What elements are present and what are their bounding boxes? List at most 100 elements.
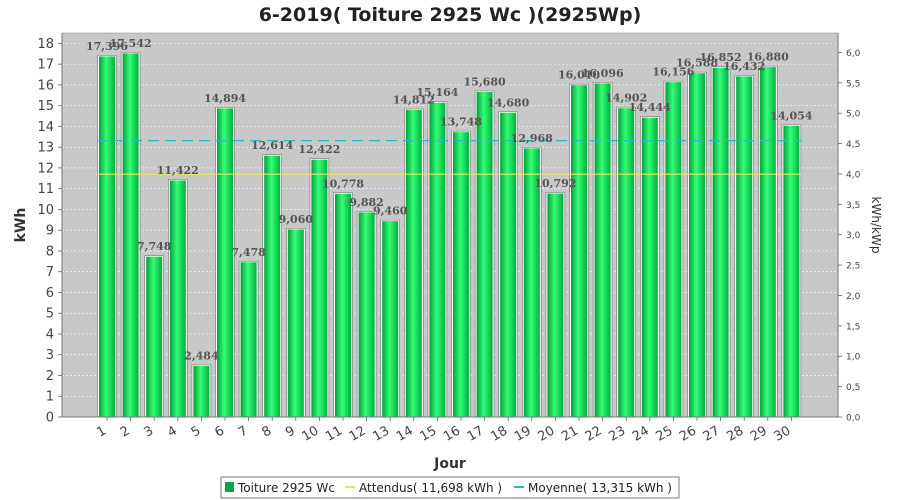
x-tick-label: 30 — [772, 423, 794, 444]
x-tick-label: 15 — [418, 423, 440, 444]
legend-label-moyenne: Moyenne( 13,315 kWh ) — [528, 481, 672, 495]
bar — [121, 52, 140, 418]
x-tick-label: 6 — [212, 423, 227, 440]
data-label: 9,882 — [349, 196, 383, 209]
y-tick-label: 16 — [37, 78, 54, 93]
y-tick-label: 7 — [46, 265, 54, 280]
data-label: 15,680 — [464, 76, 506, 89]
bar — [735, 75, 754, 418]
x-tick-label: 23 — [606, 423, 628, 444]
bar — [286, 228, 305, 418]
bar — [688, 72, 706, 418]
bar — [168, 179, 187, 418]
legend: Toiture 2925 Wc Attendus( 11,698 kWh ) M… — [220, 476, 680, 499]
bar — [145, 255, 164, 418]
chart-title: 6-2019( Toiture 2925 Wc )(2925Wp) — [259, 4, 642, 26]
y-tick-label: 2 — [46, 369, 54, 384]
x-tick-label: 13 — [370, 423, 392, 444]
data-label: 7,478 — [231, 246, 266, 259]
data-label: 12,422 — [298, 143, 340, 156]
bar — [428, 101, 447, 418]
bar — [640, 116, 659, 418]
bar — [310, 158, 329, 418]
data-label: 7,748 — [137, 240, 172, 253]
bar — [357, 211, 376, 418]
data-label: 12,968 — [511, 132, 553, 145]
legend-label-series: Toiture 2925 Wc — [237, 481, 335, 495]
bar — [381, 220, 400, 418]
x-tick-label: 18 — [488, 423, 510, 444]
y-tick-label: 17 — [37, 58, 54, 73]
y-tick-label: 14 — [37, 120, 54, 135]
data-label: 16,010 — [558, 69, 600, 82]
x-tick-label: 19 — [512, 423, 534, 444]
y2-tick-label: 3,0 — [846, 231, 861, 241]
y2-tick-label: 4,5 — [846, 140, 860, 150]
data-label: 10,778 — [322, 177, 364, 190]
x-axis: 1 2 3 4 5 6 7 8 9 10 11 12 13 14 15 16 17 18 19 20 21 22 23 24 2… — [62, 416, 838, 445]
data-label: 10,792 — [534, 177, 576, 190]
y-tick-label: 4 — [46, 327, 54, 342]
y-tick-label: 0 — [46, 411, 54, 426]
y2-tick-label: 3,5 — [846, 201, 860, 211]
x-tick-label: 7 — [236, 423, 251, 440]
data-label: 16,880 — [747, 51, 789, 64]
y-tick-label: 10 — [37, 203, 54, 218]
x-tick-label: 3 — [142, 423, 157, 440]
data-label: 13,748 — [440, 116, 482, 129]
bar — [239, 261, 258, 418]
data-label: 16,588 — [676, 57, 718, 70]
x-tick-label: 22 — [583, 423, 605, 444]
data-label: 9,060 — [279, 213, 314, 226]
y-tick-label: 3 — [46, 348, 54, 363]
x-tick-label: 27 — [701, 423, 723, 444]
x-tick-label: 29 — [748, 423, 770, 444]
y2-tick-label: 1,0 — [846, 353, 861, 363]
y-tick-label: 6 — [46, 286, 54, 301]
x-axis-title: Jour — [433, 456, 466, 472]
x-tick-label: 24 — [630, 423, 652, 444]
y-tick-label: 9 — [46, 224, 54, 239]
data-label: 14,444 — [629, 101, 671, 114]
x-tick-label: 9 — [283, 423, 298, 440]
y2-axis-title: kWh/kWp — [869, 197, 883, 254]
data-label: 14,054 — [770, 109, 812, 122]
data-label: 14,902 — [605, 92, 647, 105]
y-tick-label: 12 — [37, 161, 54, 176]
x-tick-label: 28 — [724, 423, 746, 444]
data-label: 16,096 — [582, 67, 624, 80]
bar — [404, 109, 423, 418]
y-axis-title: kWh — [13, 208, 29, 243]
x-tick-label: 4 — [165, 423, 180, 440]
bar — [782, 124, 801, 418]
data-label: 14,812 — [393, 94, 435, 107]
y-tick-label: 15 — [37, 99, 54, 114]
legend-box — [220, 476, 680, 499]
data-label: 16,852 — [700, 51, 742, 64]
y-tick-label: 13 — [37, 141, 54, 156]
y2-tick-label: 2,0 — [846, 292, 861, 302]
bar — [617, 107, 636, 418]
y-tick-label: 11 — [37, 182, 54, 197]
data-label: 17,396 — [86, 40, 128, 53]
data-label: 12,614 — [251, 139, 293, 152]
x-tick-label: 20 — [536, 423, 558, 444]
y-tick-label: 8 — [46, 244, 54, 259]
y-axis-right: 0,0 0,5 1,0 1,5 2,0 2,5 3,0 3,5 4,0 4,5 5,0 5,5 6,0 — [837, 33, 861, 424]
data-label: 2,484 — [184, 349, 219, 362]
x-tick-label: 11 — [323, 423, 345, 444]
bar — [334, 192, 352, 418]
y-tick-label: 5 — [46, 307, 54, 322]
data-label: 9,460 — [373, 205, 408, 218]
y2-tick-label: 6,0 — [846, 49, 861, 59]
legend-label-attendus: Attendus( 11,698 kWh ) — [359, 481, 502, 495]
y2-tick-label: 0,0 — [846, 414, 861, 424]
data-label: 16,156 — [652, 66, 694, 79]
legend-marker-series — [225, 482, 234, 492]
data-label: 17,542 — [110, 37, 152, 50]
y2-tick-label: 2,5 — [846, 262, 860, 272]
